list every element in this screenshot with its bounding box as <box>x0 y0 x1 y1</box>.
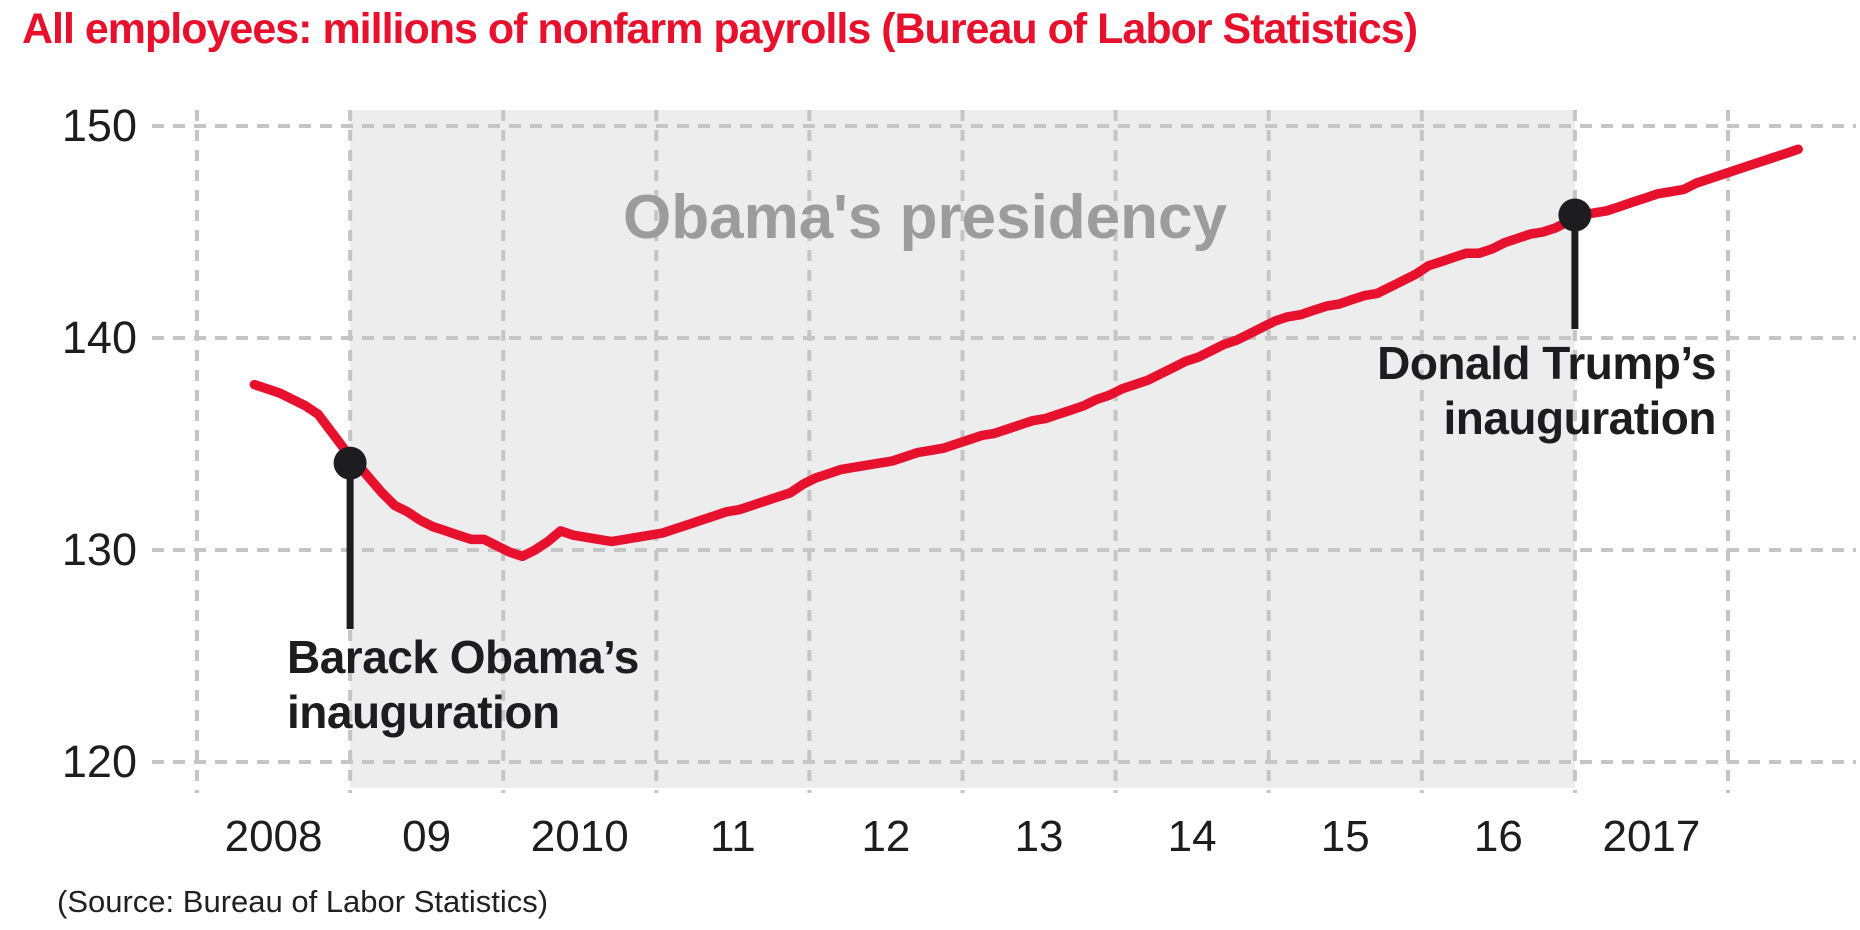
annotation-obama-line1: Barack Obama’s <box>287 631 639 683</box>
source-note: (Source: Bureau of Labor Statistics) <box>57 884 549 919</box>
annotation-trump-inauguration: Donald Trump’s inauguration <box>1377 336 1716 446</box>
x-tick-label-09: 09 <box>402 812 452 861</box>
annotation-dot-obama <box>333 446 367 480</box>
shaded-region-label: Obama's presidency <box>622 183 1227 252</box>
annotation-trump-line2: inauguration <box>1443 392 1716 444</box>
x-tick-label-11: 11 <box>710 812 756 861</box>
x-tick-label-2010: 2010 <box>530 812 629 861</box>
annotation-obama-inauguration: Barack Obama’s inauguration <box>287 630 639 740</box>
x-tick-label-12: 12 <box>861 812 911 861</box>
x-tick-label-16: 16 <box>1473 812 1523 861</box>
y-tick-label-150: 150 <box>61 100 137 151</box>
y-tick-label-120: 120 <box>61 736 137 787</box>
x-tick-label-14: 14 <box>1167 812 1217 861</box>
y-tick-label-130: 130 <box>61 524 137 575</box>
x-tick-label-13: 13 <box>1014 812 1064 861</box>
x-tick-label-15: 15 <box>1320 812 1370 861</box>
x-tick-label-2017: 2017 <box>1602 812 1701 861</box>
y-tick-label-140: 140 <box>61 312 137 363</box>
annotation-trump-line1: Donald Trump’s <box>1377 337 1716 389</box>
annotation-obama-line2: inauguration <box>287 686 560 738</box>
x-tick-label-2008: 2008 <box>224 812 323 861</box>
payrolls-line <box>249 144 1803 562</box>
annotation-dot-trump <box>1558 198 1592 232</box>
chart-title: All employees: millions of nonfarm payro… <box>22 5 1418 53</box>
